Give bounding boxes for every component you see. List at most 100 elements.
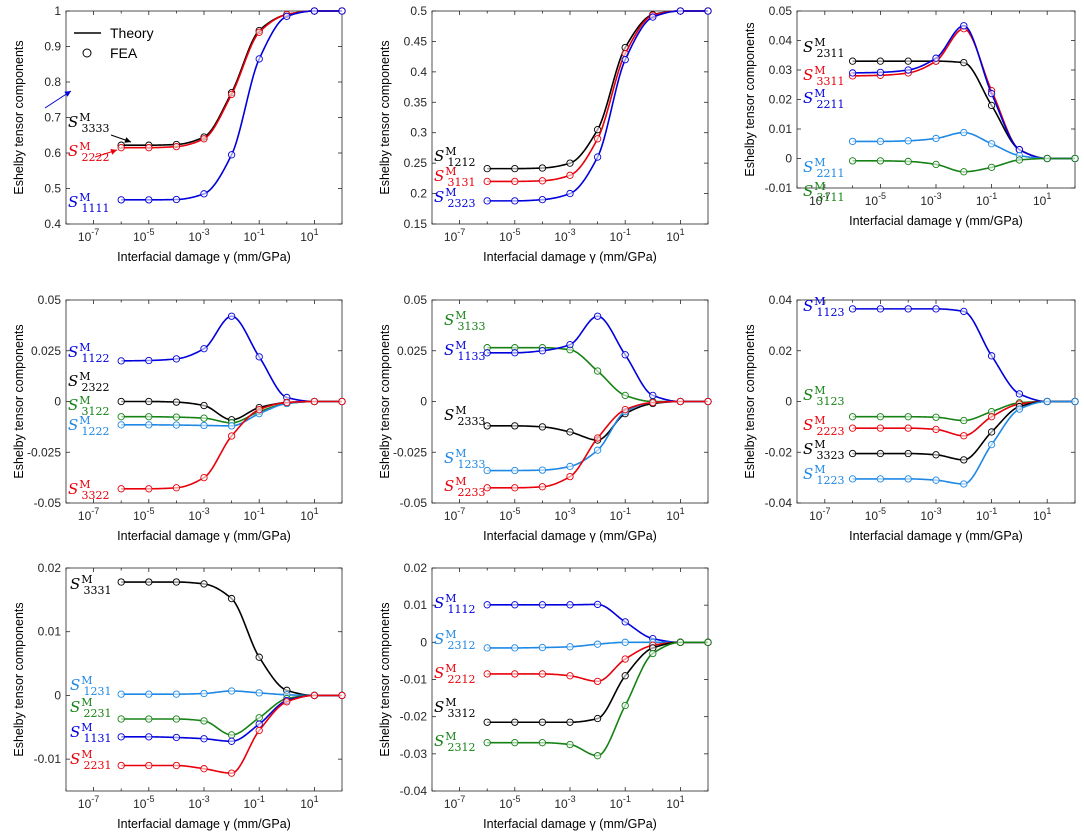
fea-marker [511, 177, 519, 186]
label-sub: 2312 [448, 741, 476, 754]
x-tick-label: 10-7 [444, 227, 465, 244]
panel-b: 10-7 10-5 10-3 10-1 101 0.15 0.2 0.25 0.3 0.35 0.4… [378, 4, 712, 264]
series-1112 [483, 600, 712, 646]
fea-marker [538, 164, 547, 172]
x-tick-label: 101 [666, 227, 684, 244]
x-tick-label: 10-7 [78, 506, 99, 523]
series-label: SM 1133 [444, 339, 486, 363]
y-tick-label: 1 [54, 4, 61, 18]
x-tick-label: 101 [666, 794, 684, 811]
fea-marker [904, 66, 912, 74]
fea-marker [932, 413, 940, 421]
fea-marker [227, 687, 236, 695]
fea-marker [511, 164, 519, 173]
fea-marker [987, 140, 996, 148]
x-tick-label: 101 [1033, 191, 1051, 208]
fea-marker [848, 157, 857, 165]
x-tick-label: 10-1 [610, 794, 631, 811]
x-tick-label: 101 [300, 794, 318, 811]
x-tick-exponent: 1 [314, 227, 319, 237]
series-label: SM 3323 [803, 438, 845, 462]
series-3331 [117, 578, 346, 700]
fea-marker [483, 739, 491, 747]
y-tick-label: 0.01 [769, 122, 793, 136]
series-3111 [848, 154, 1079, 176]
fea-marker [932, 451, 940, 459]
label-sub: 3123 [817, 395, 845, 408]
x-tick-exponent: -3 [568, 794, 576, 804]
label-sub: 3131 [448, 176, 476, 189]
fea-marker [227, 312, 236, 320]
annotation-arrowhead [110, 149, 117, 155]
x-tick-exponent: -7 [457, 227, 465, 237]
label-sup: M [814, 87, 825, 100]
x-tick-exponent: -1 [989, 191, 997, 201]
x-axis-label: Interfacial damage γ (mm/GPa) [483, 817, 657, 831]
fea-marker [117, 144, 125, 152]
x-axis-label: Interfacial damage γ (mm/GPa) [117, 529, 291, 543]
fea-marker [200, 735, 208, 743]
label-sup: M [455, 339, 466, 352]
fea-marker [960, 456, 968, 464]
x-tick-exponent: 1 [680, 794, 685, 804]
label-sub: 3331 [84, 584, 112, 597]
fea-marker [145, 144, 153, 152]
y-axis-label: Eshelby tensor components [743, 324, 757, 478]
panel-g: 10-7 10-5 10-3 10-1 101 -0.01 0 0.01 0.02 Interfa… [12, 561, 346, 831]
label-sup: M [445, 662, 456, 675]
x-tick-label: 10-7 [78, 227, 99, 244]
x-tick-label: 10-1 [244, 794, 265, 811]
x-tick-label: 10-1 [976, 506, 997, 523]
fea-marker [283, 698, 291, 706]
fea-marker [566, 718, 574, 726]
x-axis-label: Interfacial damage γ (mm/GPa) [117, 817, 291, 831]
series-1122 [117, 312, 346, 406]
label-sub: 2222 [82, 151, 110, 164]
fea-marker [876, 424, 885, 432]
fea-marker [255, 714, 263, 722]
y-tick-label: 0.01 [38, 625, 62, 639]
fea-marker [566, 472, 574, 481]
fea-marker [987, 413, 996, 421]
fea-marker [511, 601, 519, 609]
y-tick-label: 0.02 [769, 344, 793, 358]
fea-marker [987, 352, 996, 360]
fea-marker [200, 717, 208, 725]
fea-marker [511, 644, 519, 652]
fea-marker [117, 485, 125, 493]
series-label: SM 1111 [68, 191, 110, 215]
fea-marker [1071, 397, 1079, 406]
fea-marker [960, 22, 968, 30]
fea-marker [593, 752, 602, 760]
fea-marker [566, 672, 574, 680]
x-tick-exponent: 1 [1046, 191, 1051, 201]
label-sup: M [814, 180, 825, 193]
series-label: SM 1123 [803, 295, 845, 319]
fea-marker [483, 177, 491, 186]
series-2323 [483, 7, 712, 205]
fea-marker [566, 189, 574, 198]
label-sup: M [79, 140, 90, 153]
fea-marker [904, 424, 912, 432]
panel-a: 10-7 10-5 10-3 10-1 101 0.4 0.5 0.6 0.7 0.8 0.9 1 In… [12, 4, 346, 264]
series-2312 [483, 638, 712, 760]
y-tick-label: 0 [420, 395, 427, 409]
label-sub: 2333 [458, 415, 486, 428]
x-axis-label: Interfacial damage γ (mm/GPa) [849, 529, 1023, 543]
fea-marker [483, 601, 491, 609]
fea-marker [932, 425, 940, 434]
fea-marker [538, 177, 547, 185]
fea-marker [621, 56, 629, 64]
y-tick-label: 0.05 [38, 293, 62, 307]
fea-marker [172, 578, 181, 586]
x-tick-label: 10-3 [920, 191, 941, 208]
fea-marker [483, 466, 491, 475]
fea-marker [511, 484, 519, 492]
fea-marker [566, 462, 574, 471]
fea-marker [145, 761, 153, 770]
fea-marker [145, 356, 153, 365]
theory-line [852, 400, 1075, 485]
fea-marker [987, 101, 996, 110]
x-tick-exponent: -3 [934, 506, 942, 516]
legend-fea-marker [82, 48, 92, 58]
